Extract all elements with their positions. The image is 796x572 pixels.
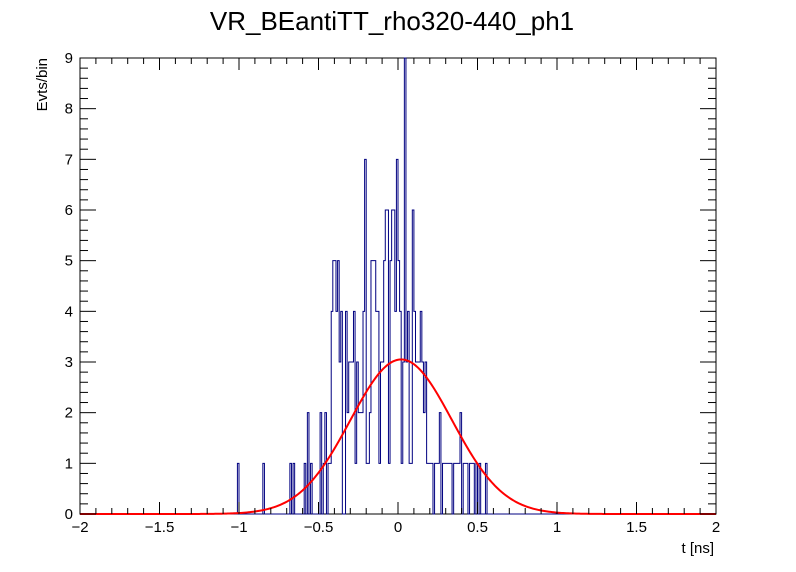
histogram-layer [80, 57, 686, 515]
y-tick-label: 3 [65, 354, 73, 371]
x-tick-label: 0.5 [467, 519, 488, 536]
y-tick-label: 1 [65, 455, 73, 472]
x-tick-label: 0 [394, 519, 402, 536]
y-tick-label: 8 [65, 101, 73, 118]
y-tick-label: 6 [65, 202, 73, 219]
x-tick-label: 1.5 [626, 519, 647, 536]
y-tick-label: 7 [65, 151, 73, 168]
y-tick-label: 9 [65, 50, 73, 67]
y-tick-label: 2 [65, 405, 73, 422]
y-tick-label: 0 [65, 506, 73, 523]
histogram-series [80, 57, 686, 515]
fit-layer [80, 358, 716, 515]
chart-title: VR_BEantiTT_rho320-440_ph1 [210, 6, 574, 36]
x-tick-label: −0.5 [304, 519, 334, 536]
x-tick-label: 2 [712, 519, 720, 536]
gaussian-fit-line [80, 358, 716, 515]
x-tick-label: −2 [71, 519, 88, 536]
x-tick-label: −1.5 [145, 519, 175, 536]
x-tick-label: 1 [553, 519, 561, 536]
y-tick-label: 5 [65, 253, 73, 270]
plot-frame [79, 57, 717, 515]
y-tick-label: 4 [65, 303, 73, 320]
y-axis-label: Evts/bin [34, 58, 51, 111]
x-axis-ticks: −2 −1.5 −1 −0.5 0 0.5 1 1.5 2 [71, 58, 720, 536]
x-tick-label: −1 [230, 519, 247, 536]
y-axis-ticks: 0 1 2 3 4 5 6 7 8 9 [65, 50, 716, 523]
x-axis-label: t [ns] [681, 540, 714, 557]
